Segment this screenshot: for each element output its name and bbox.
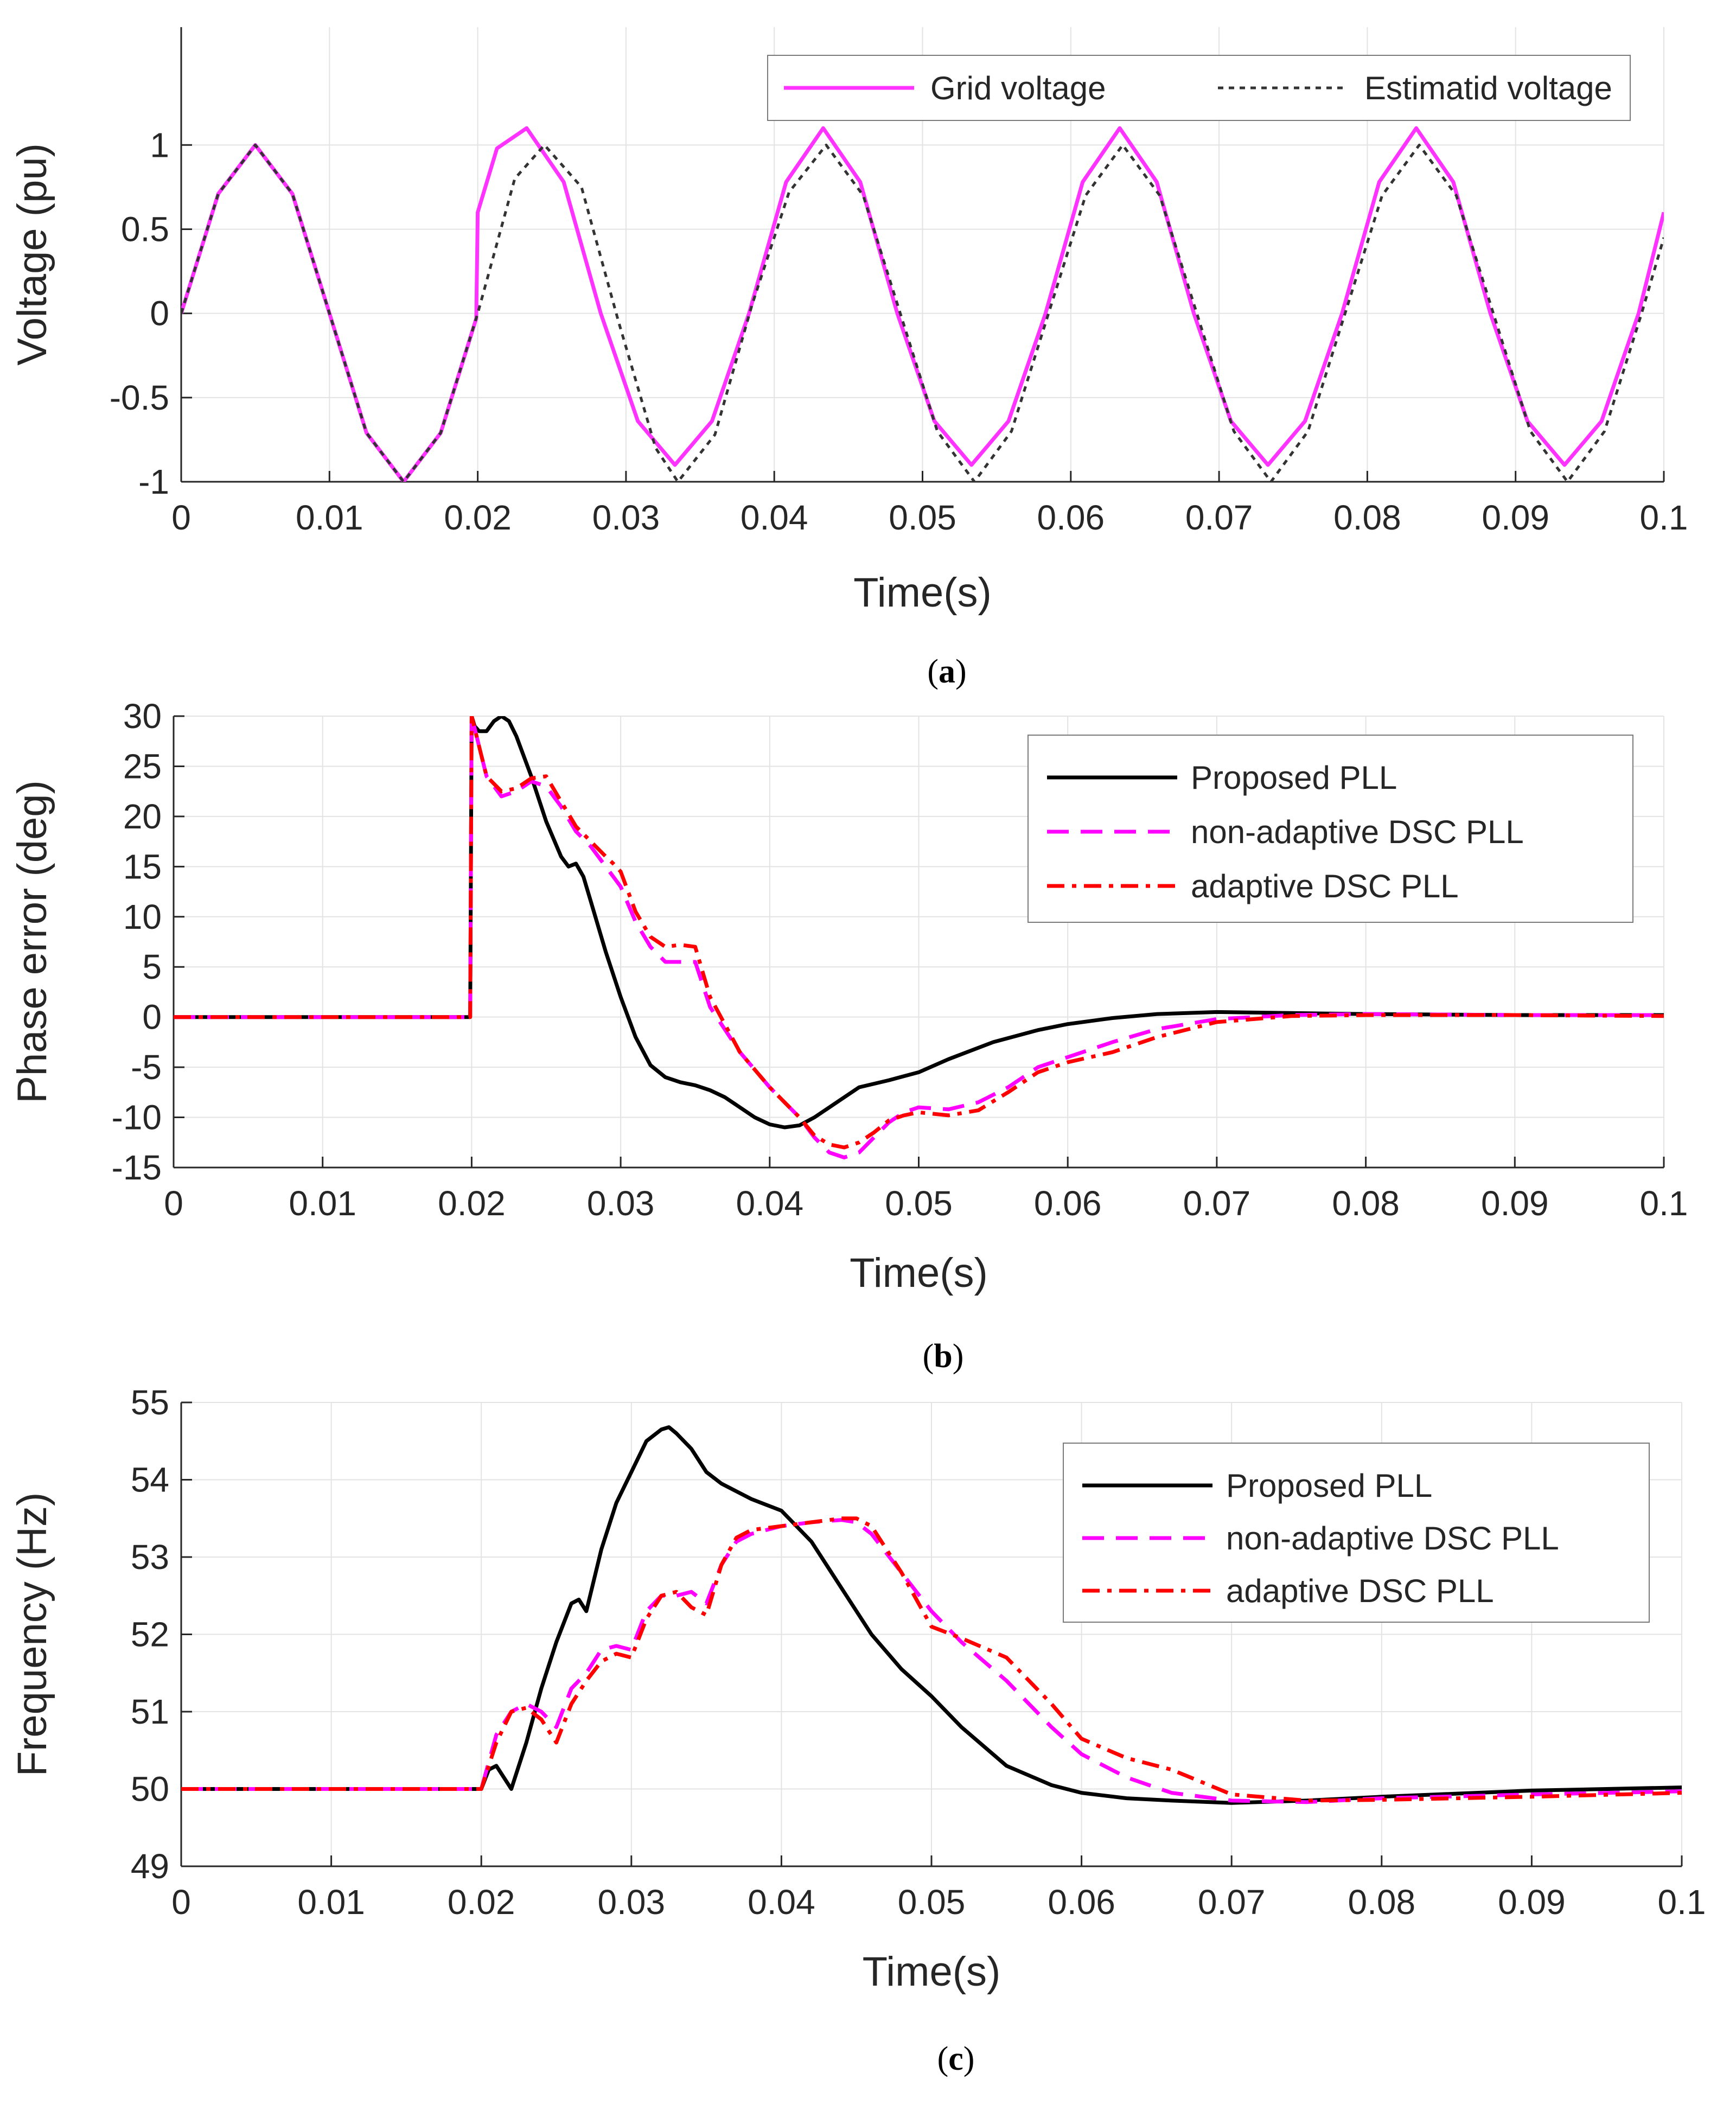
y-axis-label: Voltage (pu): [9, 143, 55, 366]
y-tick-label: 10: [123, 897, 162, 936]
legend: Grid voltage Estimatid voltage: [767, 55, 1631, 121]
legend-box: [1027, 735, 1633, 923]
y-tick-label: 53: [131, 1538, 169, 1577]
y-tick-label: -10: [112, 1098, 162, 1137]
chart-c: 0 0.01 0.02 0.03 0.04 0.05 0.06 0.07 0.08 0.09 0.1…: [9, 1383, 1706, 2077]
x-tick-label: 0.02: [438, 1184, 506, 1223]
y-tick-label: 50: [131, 1770, 169, 1809]
series-line: [174, 716, 1664, 1159]
y-tick-label: 49: [131, 1847, 169, 1886]
y-tick-label: 15: [123, 847, 162, 886]
x-tick-label: 0.04: [741, 498, 808, 537]
figure-caption: (b): [923, 1338, 964, 1375]
x-tick-label: 0.08: [1333, 498, 1401, 537]
x-tick-label: 0.04: [736, 1184, 804, 1223]
legend-label: Proposed PLL: [1191, 760, 1397, 796]
x-tick-label: 0.03: [587, 1184, 655, 1223]
x-tick-label: 0.1: [1640, 498, 1688, 537]
y-tick-label: -1: [138, 462, 169, 501]
x-tick-label: 0.03: [592, 498, 660, 537]
y-tick-label: 20: [123, 797, 162, 836]
y-tick-label: 0: [142, 998, 162, 1037]
x-tick-label: 0.07: [1183, 1184, 1251, 1223]
x-tick-label: 0.02: [448, 1883, 515, 1922]
legend-label: adaptive DSC PLL: [1191, 868, 1459, 904]
x-tick-label: 0.05: [885, 1184, 953, 1223]
x-axis-label: Time(s): [850, 1250, 988, 1296]
x-tick-label: 0.03: [598, 1883, 666, 1922]
y-tick-label: 54: [131, 1460, 169, 1500]
series-line: [174, 716, 1664, 1150]
legend-label: Estimatid voltage: [1364, 70, 1612, 106]
x-tick-label: 0.01: [297, 1883, 365, 1922]
legend: Proposed PLL non-adaptive DSC PLL adaptive…: [1027, 735, 1633, 923]
x-tick-label: 0.09: [1482, 498, 1549, 537]
x-axis-label: Time(s): [853, 570, 992, 616]
x-tick-label: 0.08: [1332, 1184, 1400, 1223]
x-tick-label: 0: [164, 1184, 183, 1223]
y-axis-label: Phase error (deg): [9, 780, 55, 1103]
series-line: [181, 1425, 1682, 1805]
series-line: [181, 1518, 1682, 1804]
y-tick-label: 5: [142, 947, 162, 986]
x-tick-label: 0: [171, 1883, 191, 1922]
y-axis-label: Frequency (Hz): [9, 1492, 55, 1777]
y-tick-label: 0.5: [121, 209, 169, 248]
x-tick-label: 0.07: [1198, 1883, 1266, 1922]
y-tick-label: 51: [131, 1692, 169, 1731]
y-tick-label: -5: [131, 1048, 162, 1087]
y-tick-label: 30: [123, 697, 162, 736]
legend-label: adaptive DSC PLL: [1226, 1573, 1494, 1609]
y-tick-label: 55: [131, 1383, 169, 1422]
x-tick-label: 0.01: [289, 1184, 356, 1223]
y-tick-label: 0: [150, 294, 169, 333]
x-tick-label: 0.04: [748, 1883, 815, 1922]
x-tick-label: 0.09: [1481, 1184, 1549, 1223]
legend-label: Proposed PLL: [1226, 1468, 1432, 1504]
y-tick-label: 52: [131, 1615, 169, 1654]
x-tick-label: 0: [171, 498, 191, 537]
x-tick-label: 0.06: [1048, 1883, 1115, 1922]
x-tick-label: 0.1: [1640, 1184, 1688, 1223]
x-tick-label: 0.01: [296, 498, 363, 537]
x-tick-label: 0.08: [1348, 1883, 1416, 1922]
x-axis-label: Time(s): [863, 1949, 1001, 1995]
x-tick-label: 0.07: [1185, 498, 1253, 537]
x-tick-label: 0.05: [889, 498, 956, 537]
legend-label: Grid voltage: [930, 70, 1106, 106]
y-tick-label: -15: [112, 1148, 162, 1187]
series-line: [181, 143, 1664, 482]
x-tick-label: 0.06: [1034, 1184, 1102, 1223]
x-tick-label: 0.1: [1658, 1883, 1706, 1922]
chart-a: 0 0.01 0.02 0.03 0.04 0.05 0.06 0.07 0.08 0.09 0.1…: [9, 27, 1688, 690]
series-line: [181, 1516, 1682, 1803]
series-line: [174, 716, 1664, 1130]
legend-label: non-adaptive DSC PLL: [1226, 1520, 1559, 1557]
legend-label: non-adaptive DSC PLL: [1191, 814, 1524, 850]
x-tick-label: 0.06: [1037, 498, 1105, 537]
y-tick-label: 25: [123, 747, 162, 786]
figure-caption: (a): [927, 653, 966, 690]
figure-caption: (c): [937, 2040, 975, 2077]
y-tick-label: -0.5: [110, 378, 169, 417]
x-tick-label: 0.09: [1498, 1883, 1566, 1922]
legend: Proposed PLL non-adaptive DSC PLL adaptive…: [1063, 1443, 1650, 1623]
y-tick-label: 1: [150, 125, 169, 164]
x-tick-label: 0.05: [898, 1883, 966, 1922]
x-tick-label: 0.02: [444, 498, 512, 537]
chart-b: 0 0.01 0.02 0.03 0.04 0.05 0.06 0.07 0.08 0.09 0.1…: [9, 697, 1688, 1375]
